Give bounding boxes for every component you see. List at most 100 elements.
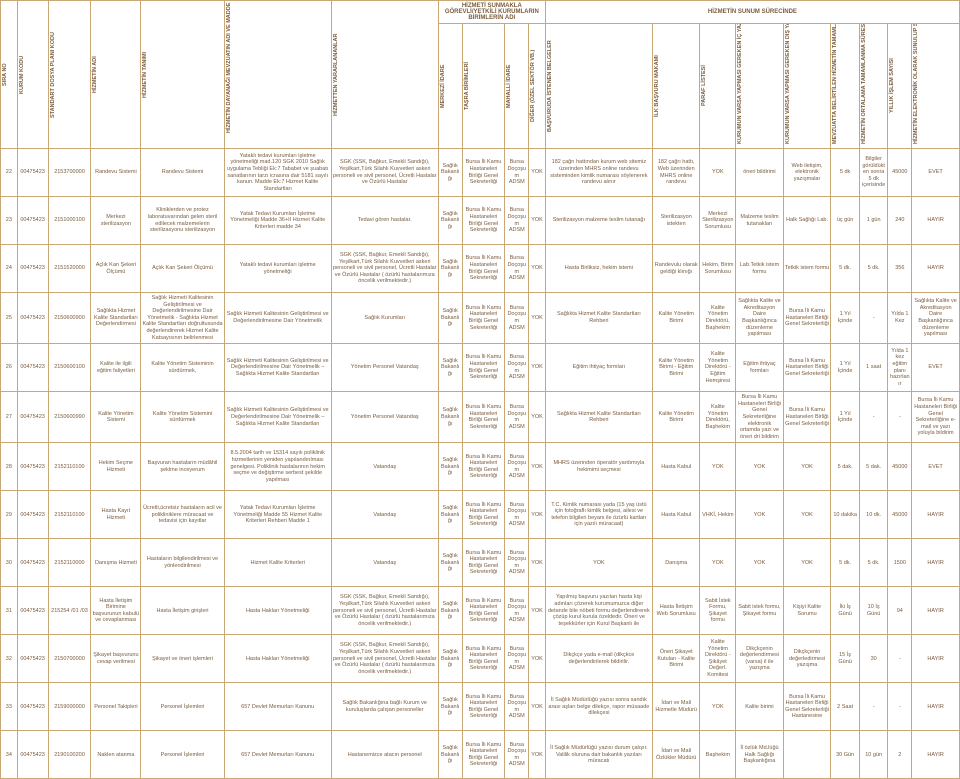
cell-ilk: Sterilizasyon istekten <box>652 197 700 245</box>
col-adi: HİZMETİN ADI <box>92 15 98 135</box>
cell-ic: Kalite birimi <box>736 683 784 731</box>
cell-kurum: 00475423 <box>17 344 48 392</box>
cell-paraf: YOK <box>700 539 736 587</box>
col-mevzuat: MEVZUATTA BELİRTİLEN HİZMETİN TAMAMLANMA… <box>832 26 838 146</box>
cell-belge: 182 çağrı hattından kurum web sitemiz üz… <box>545 149 652 197</box>
cell-mahalli: Bursa Doçoşum ADSM <box>505 731 529 779</box>
cell-kurum: 00475423 <box>17 245 48 293</box>
cell-ilk: İdari ve Mali Özlükler Müdürü <box>652 731 700 779</box>
cell-dosya: 2152110100 <box>48 491 91 539</box>
cell-dayanak: Yatak Tedavi Kurumları İşletme Yönetmeli… <box>224 491 331 539</box>
cell-belge: YOK <box>545 539 652 587</box>
cell-ilk: Hasta Kabul <box>652 443 700 491</box>
cell-kurum: 00475423 <box>17 293 48 344</box>
cell-dis: Bursa İli Kamu Hastaneleri Birliği Genel… <box>783 392 831 443</box>
cell-hedef: - <box>859 392 888 443</box>
cell-dis: Web iletişim, elektronik yazışmalar <box>783 149 831 197</box>
col-paraf: PARAF LİSTESİ <box>701 26 707 146</box>
col-ilk: İLK BAŞVURU MAKAMI <box>654 26 660 146</box>
cell-mevzuat: 5 dk <box>831 149 860 197</box>
cell-dayanak: 657 Devlet Memurları Kanunu <box>224 683 331 731</box>
cell-tanim: Şikayet ve öneri işlemleri <box>141 635 224 683</box>
cell-adi: Hekim Seçme Hizmeti <box>91 443 141 491</box>
cell-elek: HAYIR <box>912 635 960 683</box>
cell-n: 33 <box>1 683 18 731</box>
cell-ilk: Hasta Kabul <box>652 491 700 539</box>
cell-merkezi: Sağlık Bakanlığı <box>438 245 462 293</box>
cell-elek: HAYIR <box>912 245 960 293</box>
cell-merkezi: Sağlık Bakanlığı <box>438 197 462 245</box>
cell-kurum: 00475423 <box>17 731 48 779</box>
cell-n: 26 <box>1 344 18 392</box>
cell-belge: Sterilizasyon malzeme teslim tutanağı <box>545 197 652 245</box>
cell-yarar: SGK (SSK, Bağkur, Emekli Sandığı), Yeşil… <box>331 587 438 635</box>
cell-belge: T.C. Kimlik numarası yada (15 yaş üstü i… <box>545 491 652 539</box>
table-row: 23004754232151000100Merkezi sterilizasyo… <box>1 197 960 245</box>
cell-tanim: Ücretli,ücretsiz hastaların acil ve poli… <box>141 491 224 539</box>
cell-dosya: 2150600990 <box>48 392 91 443</box>
col-tasra: TAŞRA BİRİMLERİ <box>464 26 470 146</box>
cell-merkezi: Sağlık Bakanlığı <box>438 149 462 197</box>
cell-mevzuat: İki İş Günü <box>831 587 860 635</box>
cell-tanim: Kliniklerden ve protez laboratuvarından … <box>141 197 224 245</box>
cell-dosya: 2152110100 <box>48 443 91 491</box>
cell-dis: YOK <box>783 491 831 539</box>
group-kurumlar: HİZMETİ SUNMAKLA GÖREVLİ/YETKİLİ KURUMLA… <box>438 1 545 24</box>
cell-ilk: Öneri Şikayet Kutuları - Kalite Birimi <box>652 635 700 683</box>
cell-dosya: 2151520000 <box>48 245 91 293</box>
cell-yarar: Vatandaş <box>331 539 438 587</box>
cell-paraf: Merkezi Sterilizasyon Sorumlusu <box>700 197 736 245</box>
cell-yarar: SGK (SSK, Bağkur, Emekli Sandığı), Yeşil… <box>331 245 438 293</box>
cell-yarar: Sağlık Kurumları <box>331 293 438 344</box>
cell-hedef: 10 İş Günü <box>859 587 888 635</box>
cell-tanim: Kalite Yönetim Sisteminin sürdürmek, <box>141 344 224 392</box>
cell-elek: Sağlıkta Kalite ve Akreditasyon Daire Ba… <box>912 293 960 344</box>
cell-tasra: Bursa İli Kamu Hastaneleri Birliği Genel… <box>462 683 505 731</box>
cell-paraf: Kalite Yönetim Direktörü - Eğitim Hemşir… <box>700 344 736 392</box>
cell-merkezi: Sağlık Bakanlığı <box>438 392 462 443</box>
cell-elek: HAYIR <box>912 491 960 539</box>
cell-yarar: Sağlık Bakanlığına bağlı Kurum ve kurulu… <box>331 683 438 731</box>
cell-yarar: Tedavi gören hastalar. <box>331 197 438 245</box>
col-hedef: HİZMETİN ORTALAMA TAMAMLANMA SÜRESİ <box>861 26 867 146</box>
cell-ilk: Randevulu olarak geldiği klınığı <box>652 245 700 293</box>
cell-ic: Bursa İli Kamu Hastaneleri Birliği Genel… <box>736 392 784 443</box>
cell-yarar: SGK (SSK, Bağkur, Emekli Sandığı), Yeşil… <box>331 149 438 197</box>
cell-hedef: Bilgiler görüldükten sonra 5 dk içerisin… <box>859 149 888 197</box>
table-body: 22004754232153700000Randevu SistemiRande… <box>1 149 960 779</box>
cell-dayanak: Sağlık Hizmeti Kalitesinin Geliştirilmes… <box>224 392 331 443</box>
cell-ic: İl özlük Md.lüğü Halk Sağlığı Başkanlığı… <box>736 731 784 779</box>
cell-tanim: Hasta İletişim girişleri <box>141 587 224 635</box>
cell-ic: Sabit istek formu, Şikayet formu <box>736 587 784 635</box>
cell-mahalli: Bursa Doçoşum ADSM <box>505 245 529 293</box>
cell-dayanak: Yataklı tedavi kurumları işletme yönetme… <box>224 149 331 197</box>
cell-belge: Sağlıkta Hizmet Kalite Standartları Rehb… <box>545 293 652 344</box>
cell-n: 30 <box>1 539 18 587</box>
cell-belge: Sağlıkta Hizmet Kalite Standartları Rehb… <box>545 392 652 443</box>
cell-mevzuat: 1 Yıl İçinde <box>831 392 860 443</box>
cell-dis: YOK <box>783 539 831 587</box>
cell-adi: Merkezi sterilizasyon <box>91 197 141 245</box>
cell-merkezi: Sağlık Bakanlığı <box>438 587 462 635</box>
cell-mevzuat: 5 dk. <box>831 539 860 587</box>
cell-ilk: Kalite Yönetim Birimi - Eğitim Birimi <box>652 344 700 392</box>
cell-dayanak: Yatak Tedavi Kurumları İşletme Yönetmeli… <box>224 197 331 245</box>
table-row: 27004754232150600990Kalite Yönetim Siste… <box>1 392 960 443</box>
cell-yil: 94 <box>888 587 912 635</box>
table-row: 34004754232190100200Naklen atanmaPersone… <box>1 731 960 779</box>
cell-tasra: Bursa İli Kamu Hastaneleri Birliği Genel… <box>462 392 505 443</box>
cell-diger: YOK <box>529 587 546 635</box>
cell-adi: Personel Takipleri <box>91 683 141 731</box>
cell-dosya: 215254 /01 /03 <box>48 587 91 635</box>
cell-mevzuat: 1 Yıl İçinde <box>831 293 860 344</box>
cell-dayanak: Hasta Hakları Yönetmeliği <box>224 587 331 635</box>
cell-paraf: YOK <box>700 149 736 197</box>
cell-paraf: VHKİ, Hekim <box>700 491 736 539</box>
cell-paraf: YOK <box>700 443 736 491</box>
cell-tanim: Randevu Sistemi <box>141 149 224 197</box>
cell-tanim: Personel İşlemleri <box>141 683 224 731</box>
cell-adi: Hasta İletişim Birimine başvurunun kabul… <box>91 587 141 635</box>
cell-diger: YOK <box>529 491 546 539</box>
cell-n: 31 <box>1 587 18 635</box>
cell-hedef: - <box>859 293 888 344</box>
